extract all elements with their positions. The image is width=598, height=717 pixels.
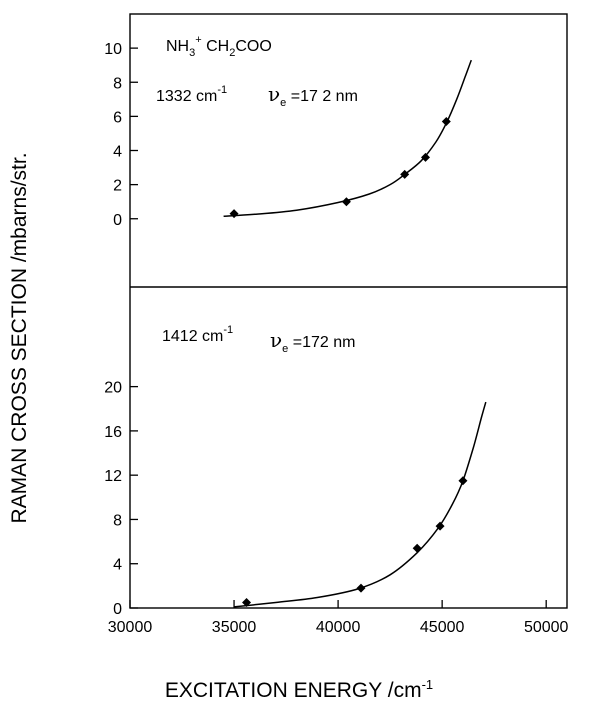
data-point	[458, 476, 468, 486]
data-point	[412, 543, 422, 553]
y-tick-label: 4	[113, 144, 122, 161]
x-tick-label: 40000	[316, 619, 361, 636]
x-axis-title: EXCITATION ENERGY /cm-1	[0, 677, 598, 703]
bottom-band-label: 1412 cm-1	[162, 324, 233, 345]
x-tick-label: 50000	[524, 619, 569, 636]
formula-label: NH3+ CH2COO	[166, 34, 272, 59]
x-axis-title-main: EXCITATION ENERGY /cm	[164, 679, 422, 702]
x-axis-title-sup: -1	[421, 677, 434, 692]
plot-frame	[129, 13, 568, 609]
top-nu-label: νe =17 2 nm	[268, 82, 358, 109]
y-tick-label: 0	[113, 601, 122, 618]
data-point	[420, 152, 430, 162]
data-point	[435, 521, 445, 531]
y-tick-label: 6	[113, 109, 122, 126]
fit-curve	[223, 59, 472, 217]
y-tick-label: 8	[113, 75, 122, 92]
y-axis-title: RAMAN CROSS SECTION /mbarns/str.	[8, 152, 31, 524]
y-tick-label: 16	[104, 424, 122, 441]
data-point	[242, 597, 252, 607]
x-tick-label: 30000	[108, 619, 153, 636]
fit-curve	[233, 401, 487, 608]
x-tick-label: 45000	[420, 619, 465, 636]
x-tick-label: 35000	[212, 619, 257, 636]
y-tick-label: 4	[113, 557, 122, 574]
data-point	[441, 116, 451, 126]
top-band-label: 1332 cm-1	[156, 84, 227, 105]
data-point	[341, 197, 351, 207]
y-tick-label: 0	[113, 212, 122, 229]
y-tick-label: 10	[104, 41, 122, 58]
data-point	[400, 169, 410, 179]
bottom-nu-label: νe =172 nm	[270, 328, 355, 355]
y-tick-label: 12	[104, 468, 122, 485]
data-point	[229, 209, 239, 219]
y-tick-label: 2	[113, 178, 122, 195]
data-point	[356, 583, 366, 593]
y-tick-label: 20	[104, 380, 122, 397]
y-tick-label: 8	[113, 512, 122, 529]
